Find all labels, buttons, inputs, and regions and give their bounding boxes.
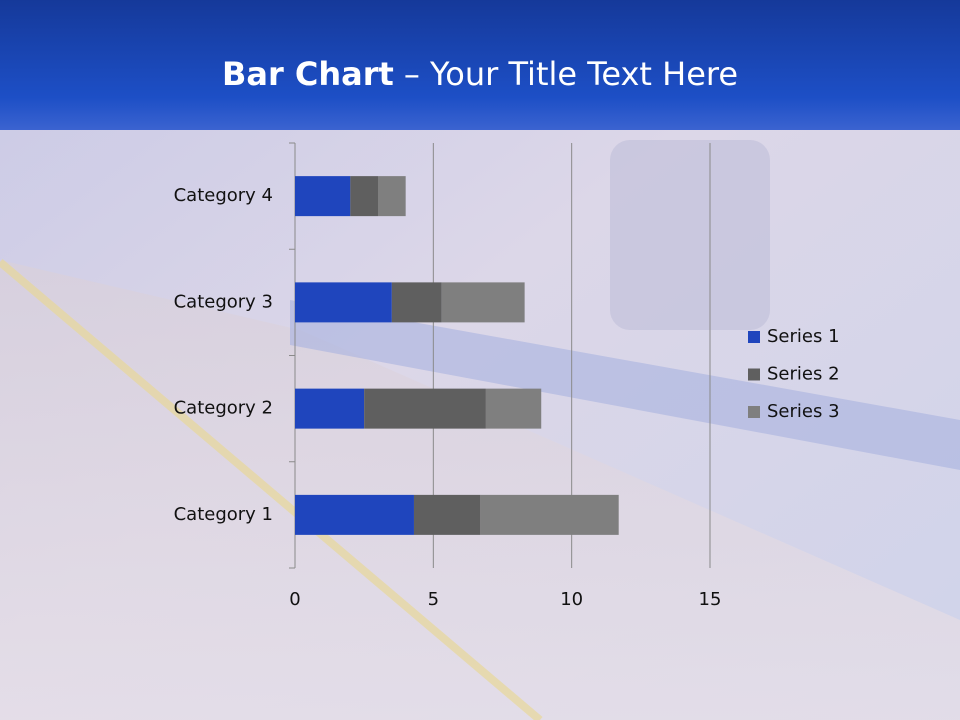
x-tick-label: 5 [428,589,439,610]
header-band [0,0,960,130]
y-tick-label: Category 2 [174,398,273,419]
train-window [610,140,770,330]
title-bold: Bar Chart [222,55,394,93]
platform [0,260,960,720]
y-tick-label: Category 3 [174,291,273,312]
bar-segment [364,388,486,429]
bar-segment [480,494,619,535]
legend-swatch [748,331,760,343]
legend-label: Series 3 [767,401,840,422]
train-stripe [290,300,960,470]
bar-segment [295,388,365,429]
slide-title: Bar Chart – Your Title Text Here [222,55,738,93]
y-tick-label: Category 1 [174,504,273,525]
bar-segment [295,494,414,535]
legend-label: Series 2 [767,364,840,385]
bar-segment [295,176,351,217]
bar-segment [485,388,542,429]
x-tick-label: 15 [699,589,722,610]
bar-segment [413,494,481,535]
yellow-line [0,258,543,720]
bar-segment [391,282,442,323]
legend-swatch [748,406,760,418]
x-tick-label: 10 [560,589,583,610]
title-rest: – Your Title Text Here [404,55,738,93]
bar-segment [378,176,406,217]
legend-swatch [748,368,760,381]
y-tick-label: Category 4 [174,185,273,206]
bar-segment [350,176,378,217]
legend-label: Series 1 [767,326,840,347]
bar-segment [295,282,392,323]
x-tick-label: 0 [289,589,300,610]
bar-segment [441,282,525,323]
